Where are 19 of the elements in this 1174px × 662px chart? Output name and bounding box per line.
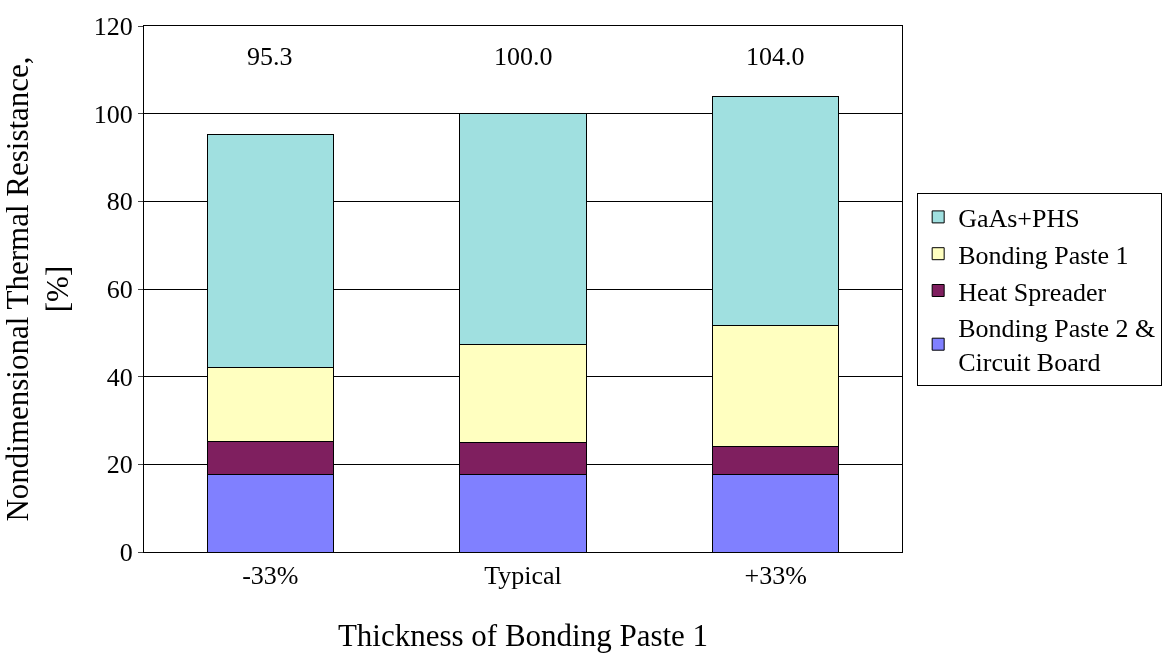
total-label: 100.0 [494,42,553,71]
total-label: 95.3 [247,42,293,71]
y-tick-label: 20 [106,450,133,480]
y-tick-label: 0 [119,538,133,568]
legend-label: Bonding Paste 2 & Circuit Board [958,314,1156,378]
y-axis-title: Nondimensional Thermal Resistance, [%] [0,56,76,522]
y-tick-label: 60 [106,275,133,305]
total-label: 104.0 [746,42,805,71]
x-tick-label: +33% [744,561,807,591]
legend-label: Heat Spreader [958,277,1107,307]
x-axis-title: Thickness of Bonding Paste 1 [337,618,709,654]
legend-label: GaAs+PHS [958,204,1080,234]
legend-label: Bonding Paste 1 [958,240,1129,270]
y-tick-label: 80 [106,187,133,217]
x-tick-label: -33% [242,561,299,591]
y-tick-label: 40 [106,362,133,392]
y-tick-label: 100 [93,99,133,129]
y-tick-label: 120 [93,12,133,42]
x-tick-label: Typical [484,561,562,591]
